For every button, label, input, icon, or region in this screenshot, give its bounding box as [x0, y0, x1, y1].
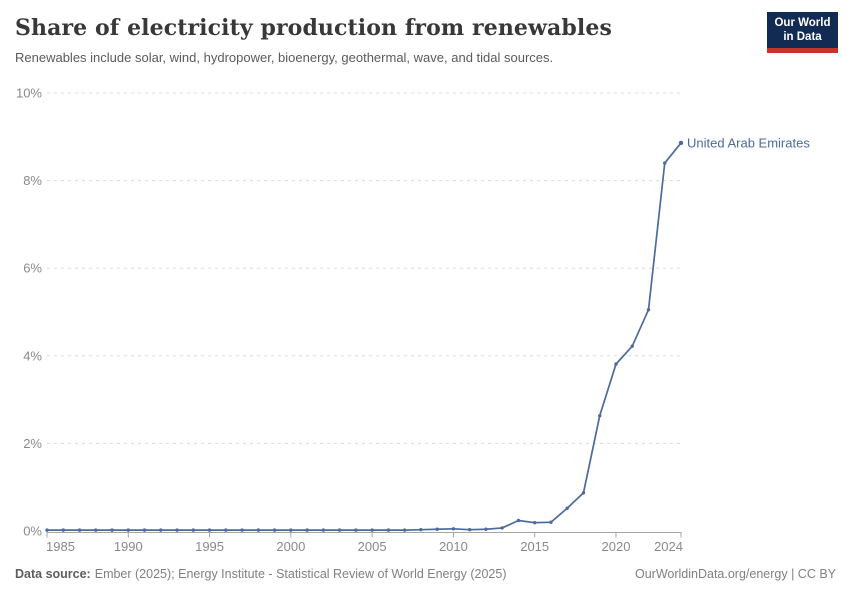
owid-logo-line1: Our World: [774, 17, 831, 29]
data-point[interactable]: [77, 528, 82, 532]
data-point[interactable]: [451, 527, 456, 531]
x-tick-label: 2005: [358, 539, 387, 554]
x-tick-label: 1990: [114, 539, 143, 554]
data-point[interactable]: [467, 527, 472, 532]
x-tick-label: 2024: [654, 539, 683, 554]
data-point[interactable]: [272, 528, 277, 532]
owid-logo[interactable]: Our World in Data: [767, 12, 838, 53]
data-point[interactable]: [549, 520, 553, 524]
data-point[interactable]: [337, 528, 342, 532]
data-point[interactable]: [646, 308, 651, 312]
data-point[interactable]: [191, 528, 196, 532]
data-point[interactable]: [321, 528, 326, 532]
data-point[interactable]: [45, 528, 49, 532]
data-point[interactable]: [354, 528, 358, 532]
data-line: [46, 142, 682, 531]
data-point[interactable]: [532, 520, 537, 525]
entity-label[interactable]: United Arab Emirates: [687, 135, 810, 150]
data-point[interactable]: [207, 528, 212, 532]
data-point[interactable]: [500, 526, 504, 530]
chart-header: Share of electricity production from ren…: [15, 15, 745, 65]
data-point[interactable]: [565, 506, 569, 510]
y-tick-label: 0%: [23, 524, 42, 539]
x-tick-label: 1985: [46, 539, 75, 554]
data-point[interactable]: [402, 528, 407, 532]
data-point[interactable]: [175, 528, 179, 532]
y-tick-label: 4%: [23, 348, 42, 363]
data-point[interactable]: [305, 528, 309, 532]
x-tick-label: 2010: [439, 539, 468, 554]
data-point[interactable]: [419, 527, 423, 532]
data-source-label: Data source:: [15, 567, 91, 581]
data-point[interactable]: [256, 528, 261, 532]
x-tick-label: 1995: [195, 539, 224, 554]
owid-logo-box: Our World in Data: [767, 12, 838, 48]
data-point[interactable]: [240, 528, 244, 532]
data-point[interactable]: [678, 140, 684, 146]
data-point[interactable]: [159, 528, 163, 532]
data-point[interactable]: [435, 527, 439, 531]
data-point[interactable]: [581, 491, 586, 495]
data-source-note: Data source: Ember (2025); Energy Institu…: [15, 567, 506, 581]
data-point[interactable]: [289, 528, 293, 532]
data-point[interactable]: [224, 528, 228, 532]
chart-footer: Data source: Ember (2025); Energy Institu…: [15, 567, 836, 581]
data-point[interactable]: [484, 527, 488, 531]
data-point[interactable]: [663, 161, 667, 165]
x-tick-label: 2015: [520, 539, 549, 554]
y-tick-label: 2%: [23, 436, 42, 451]
owid-logo-red-bar: [767, 48, 838, 53]
credit-link[interactable]: OurWorldinData.org/energy | CC BY: [634, 567, 836, 581]
data-point[interactable]: [598, 414, 602, 418]
chart-subtitle: Renewables include solar, wind, hydropow…: [15, 50, 554, 66]
data-point[interactable]: [630, 344, 634, 348]
data-point[interactable]: [516, 518, 521, 523]
data-point[interactable]: [61, 528, 65, 532]
data-point[interactable]: [142, 528, 147, 532]
data-point[interactable]: [94, 528, 98, 532]
y-tick-label: 8%: [23, 173, 42, 188]
data-point[interactable]: [110, 528, 114, 532]
data-point[interactable]: [126, 528, 130, 532]
y-tick-label: 6%: [23, 261, 42, 276]
owid-logo-line2: in Data: [783, 30, 822, 43]
data-source-text: Ember (2025); Energy Institute - Statist…: [94, 567, 507, 581]
y-tick-label: 10%: [16, 86, 42, 101]
data-point[interactable]: [370, 528, 374, 532]
page-title: Share of electricity production from ren…: [15, 15, 612, 41]
x-tick-label: 2000: [276, 539, 305, 554]
data-point[interactable]: [614, 362, 618, 366]
x-tick-label: 2020: [602, 539, 631, 554]
data-point[interactable]: [386, 528, 391, 532]
